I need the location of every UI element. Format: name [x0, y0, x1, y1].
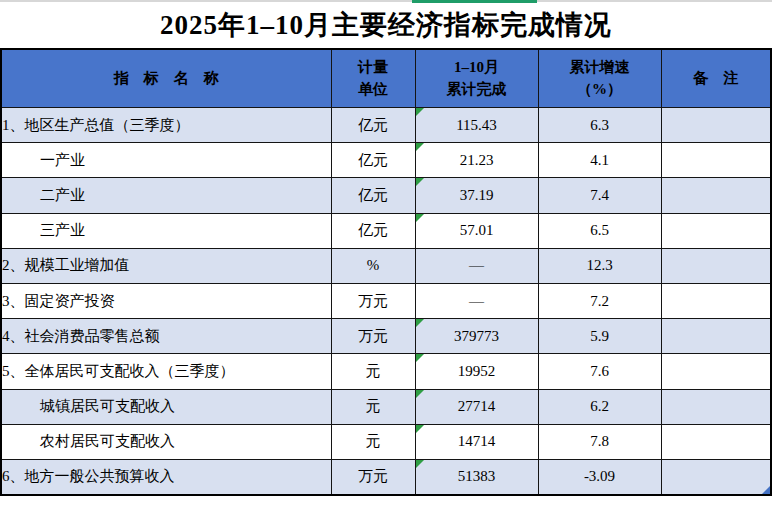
unit-cell[interactable]: %: [331, 248, 415, 283]
value-cell[interactable]: 379773: [415, 319, 538, 354]
table-row: 农村居民可支配收入元147147.8: [1, 424, 771, 459]
growth-rate-cell[interactable]: 12.3: [538, 248, 661, 283]
indicator-name-cell[interactable]: 2、规模工业增加值: [1, 248, 331, 283]
table-row: 3、固定资产投资万元—7.2: [1, 283, 771, 318]
table-row: 三产业亿元57.016.5: [1, 213, 771, 248]
note-cell[interactable]: [661, 389, 771, 424]
unit-cell[interactable]: 亿元: [331, 178, 415, 213]
unit-cell[interactable]: 亿元: [331, 108, 415, 143]
unit-cell[interactable]: 亿元: [331, 213, 415, 248]
header-row: 指 标 名 称 计量 单位 1–10月 累计完成 累计增速 （%） 备 注: [1, 49, 771, 108]
note-cell[interactable]: [661, 213, 771, 248]
value-cell[interactable]: 21.23: [415, 143, 538, 178]
table-row: 城镇居民可支配收入元277146.2: [1, 389, 771, 424]
value-cell[interactable]: 57.01: [415, 213, 538, 248]
note-cell[interactable]: [661, 424, 771, 459]
note-cell[interactable]: [661, 178, 771, 213]
growth-rate-cell[interactable]: -3.09: [538, 459, 661, 495]
indicator-name-cell[interactable]: 一产业: [1, 143, 331, 178]
value-cell[interactable]: 37.19: [415, 178, 538, 213]
unit-cell[interactable]: 元: [331, 389, 415, 424]
value-cell[interactable]: 14714: [415, 424, 538, 459]
unit-cell[interactable]: 万元: [331, 283, 415, 318]
growth-rate-cell[interactable]: 5.9: [538, 319, 661, 354]
value-cell[interactable]: 19952: [415, 354, 538, 389]
page-title: 2025年1–10月主要经济指标完成情况: [160, 7, 612, 43]
table-row: 1、地区生产总值（三季度）亿元115.436.3: [1, 108, 771, 143]
note-cell[interactable]: [661, 143, 771, 178]
spreadsheet-view: 2025年1–10月主要经济指标完成情况 指 标 名 称 计量 单位 1–10月…: [0, 0, 772, 507]
column-header-cumulative[interactable]: 1–10月 累计完成: [415, 49, 538, 108]
stored-as-text-flag-icon: [416, 319, 424, 327]
table-row: 二产业亿元37.197.4: [1, 178, 771, 213]
indicator-name-cell[interactable]: 5、全体居民可支配收入（三季度）: [1, 354, 331, 389]
unit-cell[interactable]: 元: [331, 354, 415, 389]
growth-rate-cell[interactable]: 7.8: [538, 424, 661, 459]
growth-rate-cell[interactable]: 6.3: [538, 108, 661, 143]
growth-rate-cell[interactable]: 6.5: [538, 213, 661, 248]
indicator-name-cell[interactable]: 二产业: [1, 178, 331, 213]
stored-as-text-flag-icon: [416, 108, 424, 116]
indicator-name-cell[interactable]: 6、地方一般公共预算收入: [1, 459, 331, 495]
table-row: 一产业亿元21.234.1: [1, 143, 771, 178]
indicator-name-cell[interactable]: 3、固定资产投资: [1, 283, 331, 318]
value-cell[interactable]: 27714: [415, 389, 538, 424]
value-cell[interactable]: —: [415, 283, 538, 318]
table-row: 5、全体居民可支配收入（三季度）元199527.6: [1, 354, 771, 389]
stored-as-text-flag-icon: [416, 460, 424, 468]
unit-cell[interactable]: 亿元: [331, 143, 415, 178]
growth-rate-cell[interactable]: 7.2: [538, 283, 661, 318]
note-cell[interactable]: [661, 319, 771, 354]
indicators-table: 指 标 名 称 计量 单位 1–10月 累计完成 累计增速 （%） 备 注 1、…: [0, 48, 772, 496]
table-body: 1、地区生产总值（三季度）亿元115.436.3一产业亿元21.234.1二产业…: [1, 108, 771, 496]
indicator-name-cell[interactable]: 农村居民可支配收入: [1, 424, 331, 459]
note-cell[interactable]: [661, 354, 771, 389]
selection-fill-handle[interactable]: [762, 486, 770, 494]
stored-as-text-flag-icon: [416, 178, 424, 186]
report-title-bar: 2025年1–10月主要经济指标完成情况: [0, 2, 772, 48]
note-cell[interactable]: [661, 108, 771, 143]
table-row: 6、地方一般公共预算收入万元51383-3.09: [1, 459, 771, 495]
table-row: 4、社会消费品零售总额万元3797735.9: [1, 319, 771, 354]
stored-as-text-flag-icon: [416, 425, 424, 433]
stored-as-text-flag-icon: [416, 354, 424, 362]
unit-cell[interactable]: 万元: [331, 319, 415, 354]
indicator-name-cell[interactable]: 三产业: [1, 213, 331, 248]
value-cell[interactable]: —: [415, 248, 538, 283]
value-cell[interactable]: 51383: [415, 459, 538, 495]
table-row: 2、规模工业增加值%—12.3: [1, 248, 771, 283]
note-cell[interactable]: [661, 283, 771, 318]
growth-rate-cell[interactable]: 4.1: [538, 143, 661, 178]
stored-as-text-flag-icon: [416, 143, 424, 151]
column-header-remarks[interactable]: 备 注: [661, 49, 771, 108]
growth-rate-cell[interactable]: 7.4: [538, 178, 661, 213]
column-header-unit[interactable]: 计量 单位: [331, 49, 415, 108]
stored-as-text-flag-icon: [416, 390, 424, 398]
unit-cell[interactable]: 元: [331, 424, 415, 459]
indicator-name-cell[interactable]: 城镇居民可支配收入: [1, 389, 331, 424]
indicator-name-cell[interactable]: 4、社会消费品零售总额: [1, 319, 331, 354]
table-header: 指 标 名 称 计量 单位 1–10月 累计完成 累计增速 （%） 备 注: [1, 49, 771, 108]
indicator-name-cell[interactable]: 1、地区生产总值（三季度）: [1, 108, 331, 143]
growth-rate-cell[interactable]: 7.6: [538, 354, 661, 389]
stored-as-text-flag-icon: [416, 214, 424, 222]
growth-rate-cell[interactable]: 6.2: [538, 389, 661, 424]
note-cell[interactable]: [661, 248, 771, 283]
column-header-indicator-name[interactable]: 指 标 名 称: [1, 49, 331, 108]
note-cell[interactable]: [661, 459, 771, 495]
column-header-growth-rate[interactable]: 累计增速 （%）: [538, 49, 661, 108]
value-cell[interactable]: 115.43: [415, 108, 538, 143]
unit-cell[interactable]: 万元: [331, 459, 415, 495]
